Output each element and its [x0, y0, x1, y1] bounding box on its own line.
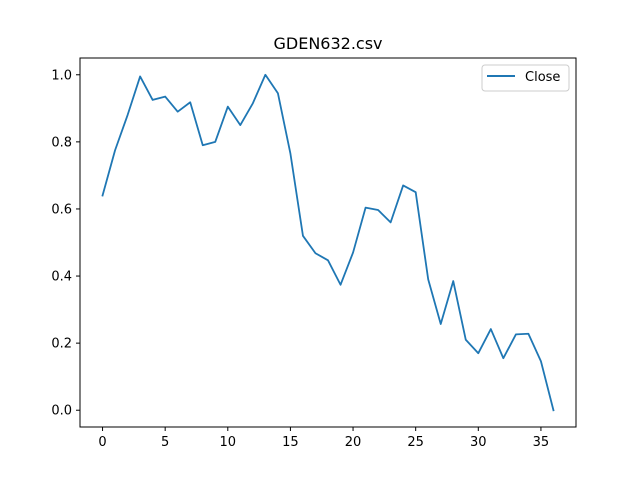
legend-box — [481, 64, 570, 92]
y-tick-label: 0.2 — [51, 337, 72, 352]
x-tick-label: 15 — [282, 435, 299, 450]
legend: Close — [481, 64, 570, 92]
series-line-close — [101, 73, 555, 412]
x-tick-label: 35 — [533, 435, 550, 450]
chart-title: GDEN632.csv — [273, 34, 382, 53]
x-tick-label: 0 — [98, 435, 106, 450]
axes-frame — [79, 57, 577, 428]
y-tick-label: 0.8 — [51, 135, 72, 150]
x-tick-label: 10 — [220, 435, 237, 450]
x-tick-label: 20 — [345, 435, 362, 450]
y-tick-label: 0.4 — [51, 270, 72, 285]
legend-label-close: Close — [525, 70, 560, 85]
plot-area — [101, 73, 555, 412]
y-tick-label: 0.6 — [51, 202, 72, 217]
x-tick-label: 30 — [470, 435, 487, 450]
y-tick-label: 0.0 — [51, 404, 72, 419]
y-tick-label: 1.0 — [51, 68, 72, 83]
x-tick-label: 5 — [161, 435, 169, 450]
x-tick-label: 25 — [407, 435, 424, 450]
